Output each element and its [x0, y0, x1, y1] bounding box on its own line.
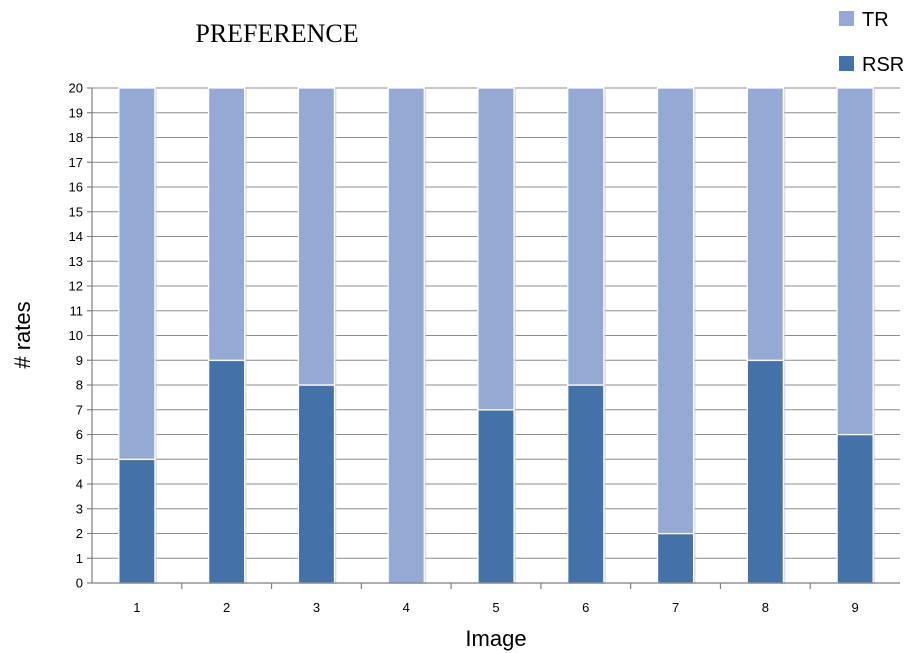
- legend: TR RSR: [839, 9, 904, 76]
- y-tick-label: 11: [70, 303, 84, 318]
- y-tick-label: 2: [76, 526, 83, 541]
- x-tick-label: 4: [403, 600, 410, 615]
- y-tick-label: 4: [76, 477, 83, 492]
- y-tick-label: 8: [76, 378, 83, 393]
- bar-rsr-9: [836, 433, 874, 584]
- y-tick-label: 14: [69, 229, 83, 244]
- bar-tr-1: [118, 87, 156, 460]
- bar-tr-9: [836, 87, 874, 436]
- y-tick-label: 10: [69, 328, 83, 343]
- axes: [91, 88, 900, 584]
- y-tick-label: 1: [76, 551, 83, 566]
- y-tick-label: 9: [76, 353, 83, 368]
- bar-tr-7: [656, 87, 695, 535]
- bar-rsr-6: [567, 384, 605, 584]
- bar-rsr-3: [297, 384, 336, 584]
- y-tick-label: 5: [76, 452, 83, 467]
- chart-title: PREFERENCE: [195, 19, 358, 48]
- y-tick-label: 19: [69, 105, 83, 120]
- x-tick-labels: 1 2 3 4 5 6 7 8 9: [133, 583, 859, 615]
- y-tick-label: 3: [76, 501, 83, 516]
- legend-swatch-rsr: [839, 56, 854, 71]
- x-tick-label: 1: [133, 600, 140, 615]
- y-tick-label: 15: [69, 204, 83, 219]
- x-tick-label: 5: [492, 600, 499, 615]
- y-axis-label: # rates: [10, 301, 35, 368]
- bar-rsr-7: [656, 532, 695, 584]
- bar-rsr-2: [208, 359, 246, 584]
- legend-swatch-tr: [839, 11, 854, 26]
- y-tick-label: 12: [69, 279, 83, 294]
- y-tick-label: 0: [76, 576, 83, 591]
- y-tick-label: 17: [69, 155, 83, 170]
- y-tick-label: 20: [69, 81, 83, 96]
- x-tick-label: 2: [223, 600, 230, 615]
- bar-rsr-1: [118, 458, 156, 584]
- y-tick-label: 13: [69, 254, 83, 269]
- y-tick-label: 16: [69, 180, 83, 195]
- x-axis-label: Image: [465, 626, 526, 651]
- y-tick-label: 7: [76, 402, 83, 417]
- bar-tr-6: [567, 87, 605, 386]
- bars: [118, 87, 876, 584]
- x-tick-label: 3: [313, 600, 320, 615]
- bar-tr-8: [746, 87, 784, 361]
- bar-tr-4: [387, 87, 425, 584]
- x-tick-label: 6: [582, 600, 589, 615]
- bar-tr-5: [477, 87, 515, 411]
- x-tick-label: 9: [851, 600, 858, 615]
- y-tick-label: 18: [69, 130, 83, 145]
- x-tick-label: 7: [672, 600, 679, 615]
- y-tick-label: 6: [76, 427, 83, 442]
- legend-label-tr: TR: [862, 9, 889, 31]
- bar-tr-3: [297, 87, 336, 386]
- bar-rsr-8: [746, 359, 784, 584]
- legend-label-rsr: RSR: [862, 54, 904, 76]
- bar-tr-2: [208, 87, 246, 361]
- x-tick-label: 8: [762, 600, 769, 615]
- bar-rsr-5: [477, 409, 515, 584]
